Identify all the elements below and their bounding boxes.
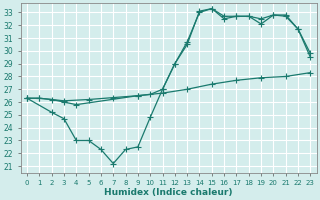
X-axis label: Humidex (Indice chaleur): Humidex (Indice chaleur)	[104, 188, 233, 197]
